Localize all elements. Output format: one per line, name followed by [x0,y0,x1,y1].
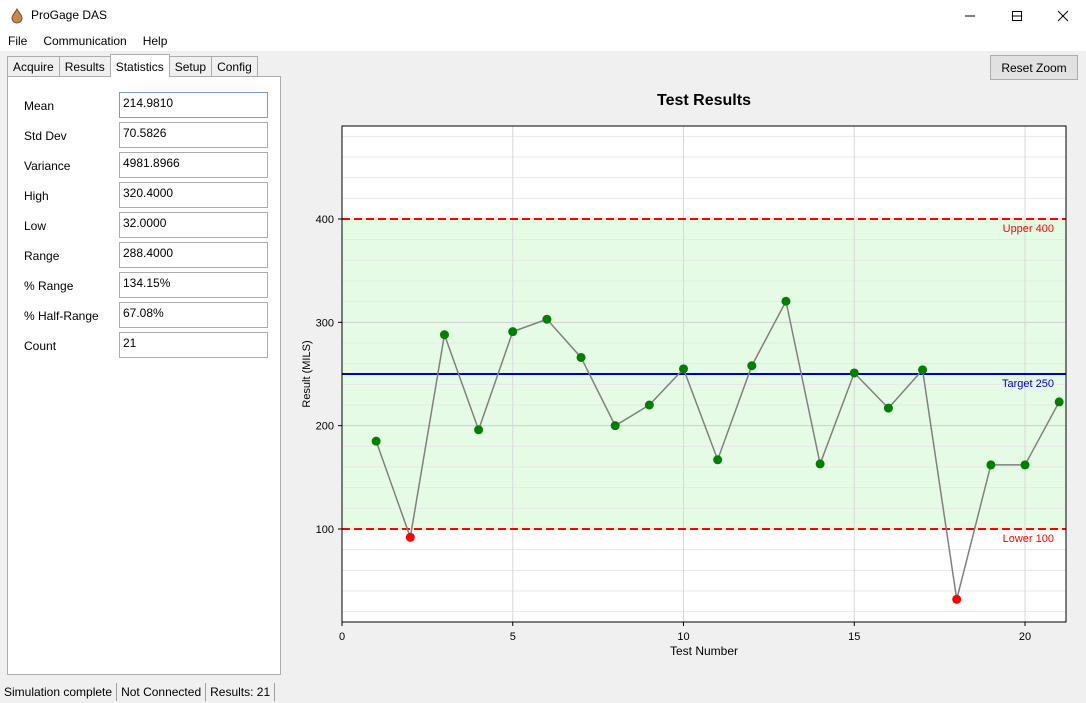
stat-row-pct-half-range: % Half-Range 67.08% [8,302,280,328]
minimize-icon [965,15,975,16]
data-point[interactable] [952,594,962,604]
status-connection: Not Connected [117,683,207,701]
x-tick-label: 0 [339,631,345,643]
stat-label: Variance [24,159,71,173]
chart-title: Test Results [657,92,751,109]
y-tick-label: 400 [316,214,334,226]
data-point[interactable] [474,425,484,435]
status-bar: Simulation complete Not Connected Result… [0,681,1086,703]
reference-line-label: Upper 400 [1003,223,1054,235]
stat-label: High [24,189,49,203]
stat-row-variance: Variance 4981.8966 [8,152,280,178]
stat-row-high: High 320.4000 [8,182,280,208]
stat-row-std-dev: Std Dev 70.5826 [8,122,280,148]
stat-row-range: Range 288.4000 [8,242,280,268]
menu-help[interactable]: Help [142,34,168,48]
stat-label: % Half-Range [24,309,99,323]
data-point[interactable] [849,368,859,378]
stat-label: Low [24,219,47,233]
data-point[interactable] [405,532,415,542]
data-point[interactable] [542,314,552,324]
x-tick-label: 10 [677,631,689,643]
stat-row-pct-range: % Range 134.15% [8,272,280,298]
tab-strip: Acquire Results Statistics Setup Config [7,54,258,77]
data-point[interactable] [371,436,381,446]
tab-statistics[interactable]: Statistics [109,54,170,77]
y-tick-label: 300 [316,317,334,329]
data-point[interactable] [1020,460,1030,470]
high-field[interactable]: 320.4000 [119,182,268,208]
app-icon [11,8,23,24]
stat-label: Mean [24,99,55,113]
reference-line-label: Lower 100 [1003,533,1054,545]
stat-label: Std Dev [24,129,67,143]
data-point[interactable] [883,403,893,413]
data-point[interactable] [576,352,586,362]
reset-zoom-button[interactable]: Reset Zoom [990,55,1078,80]
menu-bar: File Communication Help [0,31,1086,51]
stat-row-count: Count 21 [8,332,280,358]
plot-frame [341,125,1067,623]
data-point[interactable] [986,460,996,470]
menu-file[interactable]: File [8,34,28,48]
data-point[interactable] [610,421,620,431]
data-point[interactable] [815,459,825,469]
status-results-count: Results: 21 [206,683,276,701]
x-tick-label: 15 [848,631,860,643]
tab-setup[interactable]: Setup [168,56,213,77]
std-dev-field[interactable]: 70.5826 [119,122,268,148]
menu-communication[interactable]: Communication [43,34,127,48]
data-point[interactable] [713,455,723,465]
close-button[interactable] [1040,0,1086,31]
tab-results[interactable]: Results [58,56,111,77]
stat-label: Range [24,249,60,263]
minimize-icon [1012,15,1022,16]
count-field[interactable]: 21 [119,332,268,358]
range-field[interactable]: 288.4000 [119,242,268,268]
stat-row-low: Low 32.0000 [8,212,280,238]
mean-field[interactable]: 214.9810 [119,92,268,118]
data-point[interactable] [747,361,757,371]
y-axis-label: Result (MILS) [301,340,313,407]
close-icon [1057,10,1069,21]
reference-line-label: Target 250 [1002,378,1054,390]
maximize-button[interactable] [994,0,1040,31]
window-title: ProGage DAS [31,8,108,22]
stat-label: Count [24,339,57,353]
x-axis-label: Test Number [670,644,738,658]
data-point[interactable] [1054,397,1064,407]
x-tick-label: 5 [510,631,516,643]
title-bar: ProGage DAS [0,0,1086,31]
tab-acquire[interactable]: Acquire [7,56,60,77]
stat-label: % Range [24,279,74,293]
tab-config[interactable]: Config [211,56,258,77]
y-tick-label: 200 [316,421,334,433]
maximize-icon [1012,10,1022,21]
pct-range-field[interactable]: 134.15% [119,272,268,298]
minimize-button-alt[interactable] [947,0,993,31]
status-simulation: Simulation complete [0,683,118,701]
pct-half-range-field[interactable]: 67.08% [119,302,268,328]
data-point[interactable] [918,365,928,375]
data-point[interactable] [679,364,689,374]
data-point[interactable] [781,296,791,306]
stat-row-mean: Mean 214.9810 [8,92,280,118]
low-field[interactable]: 32.0000 [119,212,268,238]
statistics-panel: Mean 214.9810 Std Dev 70.5826 Variance 4… [7,76,281,675]
data-point[interactable] [644,400,654,410]
data-point[interactable] [508,327,518,337]
x-tick-label: 20 [1019,631,1031,643]
y-tick-label: 100 [316,524,334,536]
variance-field[interactable]: 4981.8966 [119,152,268,178]
data-point[interactable] [439,330,449,340]
minimize-button[interactable] [994,0,1040,31]
